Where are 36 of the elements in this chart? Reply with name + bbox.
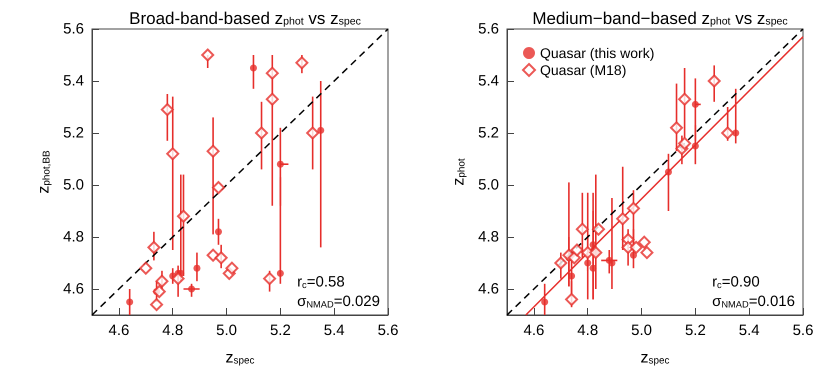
x-tick-label: 5.2	[684, 322, 706, 339]
y-tick-label: 5.4	[63, 72, 84, 90]
y-tick-label: 5.2	[478, 124, 499, 142]
x-axis-title: zspec	[226, 349, 255, 366]
x-tick-label: 4.8	[162, 322, 184, 339]
y-axis-title: zphot	[450, 158, 468, 186]
annotation: σNMAD=0.016	[712, 293, 795, 310]
chart-title: Broad-band-based zphot vs zspec	[129, 9, 361, 28]
legend-label: Quasar (this work)	[540, 45, 654, 61]
chart-title: Medium−band−based zphot vs zspec	[532, 9, 788, 28]
y-tick-label: 5.4	[478, 72, 499, 90]
y-axis-title: zphot,BB	[36, 150, 53, 194]
annotation: σNMAD=0.029	[297, 293, 380, 310]
x-tick-label: 5.6	[378, 322, 398, 339]
x-tick-label: 5.6	[792, 322, 814, 339]
y-tick-label: 4.6	[478, 280, 499, 298]
y-tick-label: 5.2	[63, 124, 84, 142]
x-axis-title: zspec	[640, 349, 670, 366]
x-tick-label: 4.6	[523, 322, 544, 339]
x-tick-label: 5.2	[270, 322, 291, 339]
x-tick-label: 5.0	[631, 322, 652, 339]
x-tick-label: 5.4	[324, 322, 345, 339]
x-tick-label: 4.8	[577, 322, 598, 339]
legend-label: Quasar (M18)	[540, 62, 626, 78]
x-tick-label: 5.0	[216, 322, 237, 339]
y-tick-label: 4.8	[478, 228, 499, 246]
y-tick-label: 5.6	[63, 20, 84, 38]
y-tick-label: 4.6	[63, 280, 84, 298]
y-tick-label: 5.6	[478, 20, 499, 38]
y-tick-label: 5.0	[63, 176, 84, 194]
annotation: rc=0.58	[297, 274, 345, 290]
x-tick-label: 5.4	[738, 322, 760, 339]
x-tick-label: 4.6	[108, 322, 130, 339]
y-tick-label: 4.8	[63, 228, 84, 246]
annotation: rc=0.90	[712, 274, 760, 290]
y-tick-label: 5.0	[478, 176, 499, 194]
